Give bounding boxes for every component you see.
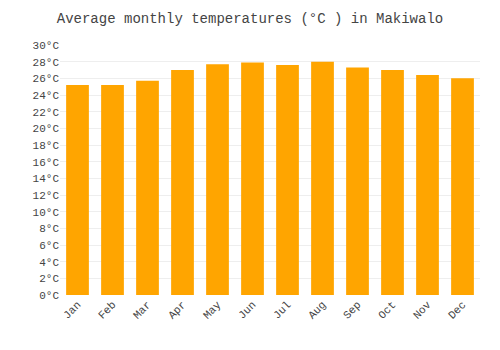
svg-text:14°C: 14°C bbox=[33, 173, 60, 185]
svg-text:28°C: 28°C bbox=[33, 57, 60, 69]
svg-text:Feb: Feb bbox=[96, 299, 118, 321]
svg-text:Jul: Jul bbox=[271, 299, 293, 321]
svg-text:Average monthly temperatures (: Average monthly temperatures (°C ) in Ma… bbox=[57, 11, 443, 27]
svg-text:Jan: Jan bbox=[61, 299, 83, 321]
svg-text:20°C: 20°C bbox=[33, 123, 60, 135]
svg-text:0°C: 0°C bbox=[39, 290, 59, 302]
svg-text:30°C: 30°C bbox=[33, 40, 60, 52]
svg-text:6°C: 6°C bbox=[39, 240, 59, 252]
svg-text:10°C: 10°C bbox=[33, 207, 60, 219]
svg-text:May: May bbox=[201, 299, 224, 322]
svg-text:8°C: 8°C bbox=[39, 223, 59, 235]
svg-text:Apr: Apr bbox=[166, 299, 188, 321]
svg-text:Sep: Sep bbox=[341, 299, 363, 321]
svg-text:26°C: 26°C bbox=[33, 73, 60, 85]
svg-text:Dec: Dec bbox=[446, 299, 468, 321]
svg-text:22°C: 22°C bbox=[33, 107, 60, 119]
svg-text:12°C: 12°C bbox=[33, 190, 60, 202]
svg-text:2°C: 2°C bbox=[39, 273, 59, 285]
svg-text:4°C: 4°C bbox=[39, 257, 59, 269]
svg-text:Oct: Oct bbox=[376, 299, 398, 321]
svg-text:Aug: Aug bbox=[306, 299, 328, 321]
svg-text:Nov: Nov bbox=[411, 299, 434, 322]
svg-text:Mar: Mar bbox=[131, 299, 153, 321]
svg-text:24°C: 24°C bbox=[33, 90, 60, 102]
svg-text:Jun: Jun bbox=[236, 299, 258, 321]
svg-text:16°C: 16°C bbox=[33, 157, 60, 169]
svg-text:18°C: 18°C bbox=[33, 140, 60, 152]
